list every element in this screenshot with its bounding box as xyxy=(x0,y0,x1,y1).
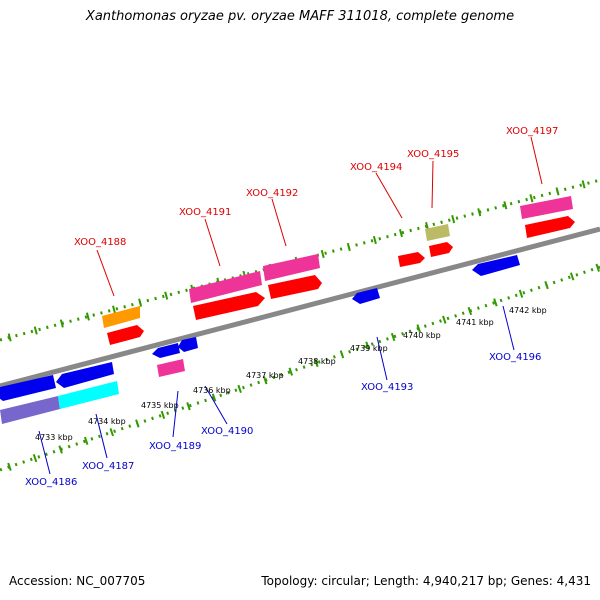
gene-label-XOO_4186[interactable]: XOO_4186 xyxy=(25,477,77,488)
genome-summary-text: Topology: circular; Length: 4,940,217 bp… xyxy=(261,574,591,588)
major-tick xyxy=(138,298,143,307)
gene-label-XOO_4190[interactable]: XOO_4190 xyxy=(201,426,253,437)
major-tick xyxy=(390,332,396,342)
gene-XOO_4188[interactable] xyxy=(107,325,144,345)
major-tick xyxy=(451,215,456,224)
major-tick xyxy=(211,393,217,402)
genome-axis xyxy=(0,226,600,389)
gene-XOO_4194[interactable] xyxy=(398,252,425,267)
major-tick xyxy=(7,462,12,471)
kbp-label: 4736 kbp xyxy=(193,386,231,395)
major-tick xyxy=(58,445,63,454)
kbp-label: 4734 kbp xyxy=(88,417,126,426)
major-tick xyxy=(529,194,534,203)
gene-XOO_4196[interactable] xyxy=(472,255,520,276)
forward-genes xyxy=(107,216,575,345)
feature-XOO_4189[interactable] xyxy=(157,359,185,377)
kbp-label: 4733 kbp xyxy=(35,433,73,442)
major-tick xyxy=(503,201,508,210)
major-tick xyxy=(135,419,140,428)
major-tick xyxy=(467,306,473,316)
gene-label-XOO_4187[interactable]: XOO_4187 xyxy=(82,461,134,472)
feature-XOO_4186[interactable] xyxy=(0,396,60,424)
major-tick xyxy=(112,305,117,314)
major-tick xyxy=(160,410,166,419)
kbp-label: 4737 kbp xyxy=(246,371,284,380)
reverse-tick-track xyxy=(0,265,600,472)
major-tick xyxy=(33,326,38,335)
kbp-label: 4738 kbp xyxy=(298,357,336,366)
gene-XOO_4197[interactable] xyxy=(525,216,575,238)
gene-XOO_4193[interactable] xyxy=(352,288,380,304)
feature-XOO_4187[interactable] xyxy=(58,381,119,409)
major-tick xyxy=(555,187,560,196)
major-tick xyxy=(288,367,294,376)
feature-XOO_4191[interactable] xyxy=(189,271,262,303)
major-tick xyxy=(109,428,115,437)
major-tick xyxy=(59,319,64,328)
major-tick xyxy=(595,263,600,272)
gene-XOO_4192[interactable] xyxy=(268,275,322,299)
kbp-label: 4739 kbp xyxy=(350,344,388,353)
major-tick xyxy=(263,376,268,385)
major-tick xyxy=(7,333,12,342)
gene-label-XOO_4195[interactable]: XOO_4195 xyxy=(407,149,459,160)
feature-XOO_4194-4195[interactable] xyxy=(425,224,450,241)
major-tick xyxy=(493,298,498,307)
major-tick xyxy=(581,180,586,189)
major-tick xyxy=(164,291,169,300)
major-tick xyxy=(237,384,242,394)
major-tick xyxy=(544,280,549,290)
major-tick xyxy=(569,272,575,281)
reverse-leaders xyxy=(38,305,515,475)
gene-label-XOO_4194[interactable]: XOO_4194 xyxy=(350,162,402,173)
gene-XOO_4186[interactable] xyxy=(0,375,56,401)
major-tick xyxy=(32,454,38,463)
gene-label-XOO_4197[interactable]: XOO_4197 xyxy=(506,126,558,137)
gene-label-XOO_4189[interactable]: XOO_4189 xyxy=(149,441,201,452)
gene-XOO_4191[interactable] xyxy=(193,292,265,320)
feature-XOO_4197[interactable] xyxy=(520,196,573,219)
page-title: Xanthomonas oryzae pv. oryzae MAFF 31101… xyxy=(85,9,515,24)
gene-label-XOO_4192[interactable]: XOO_4192 xyxy=(246,188,298,199)
kbp-label: 4740 kbp xyxy=(403,331,441,340)
gene-XOO_4195[interactable] xyxy=(429,242,453,257)
major-tick xyxy=(320,249,325,259)
gene-label-XOO_4196[interactable]: XOO_4196 xyxy=(489,352,541,363)
kbp-label: 4735 kbp xyxy=(141,401,179,410)
reverse-genes xyxy=(0,255,520,401)
gene-label-XOO_4188[interactable]: XOO_4188 xyxy=(74,237,126,248)
feature-XOO_4192[interactable] xyxy=(263,254,320,281)
gene-XOO_4187[interactable] xyxy=(56,362,114,388)
major-tick xyxy=(442,315,447,324)
kbp-label: 4742 kbp xyxy=(509,306,547,315)
major-tick xyxy=(372,235,377,245)
reverse-features xyxy=(0,359,185,424)
major-tick xyxy=(365,341,370,350)
major-tick xyxy=(83,436,89,445)
major-tick xyxy=(346,242,351,252)
major-tick xyxy=(398,228,403,238)
forward-features xyxy=(102,196,573,328)
feature-XOO_4188[interactable] xyxy=(102,306,140,328)
kbp-label: 4741 kbp xyxy=(456,318,494,327)
major-tick xyxy=(416,324,421,333)
major-tick xyxy=(339,350,345,359)
gene-XOO_4190[interactable] xyxy=(178,337,198,352)
major-tick xyxy=(314,358,319,368)
accession-text: Accession: NC_007705 xyxy=(9,574,146,588)
gene-XOO_4189[interactable] xyxy=(152,343,180,358)
gene-label-XOO_4191[interactable]: XOO_4191 xyxy=(179,207,231,218)
gene-label-XOO_4193[interactable]: XOO_4193 xyxy=(361,382,413,393)
major-tick xyxy=(85,312,90,321)
major-tick xyxy=(518,289,524,298)
forward-leaders xyxy=(96,136,543,297)
major-tick xyxy=(477,208,482,217)
major-tick xyxy=(186,402,191,411)
